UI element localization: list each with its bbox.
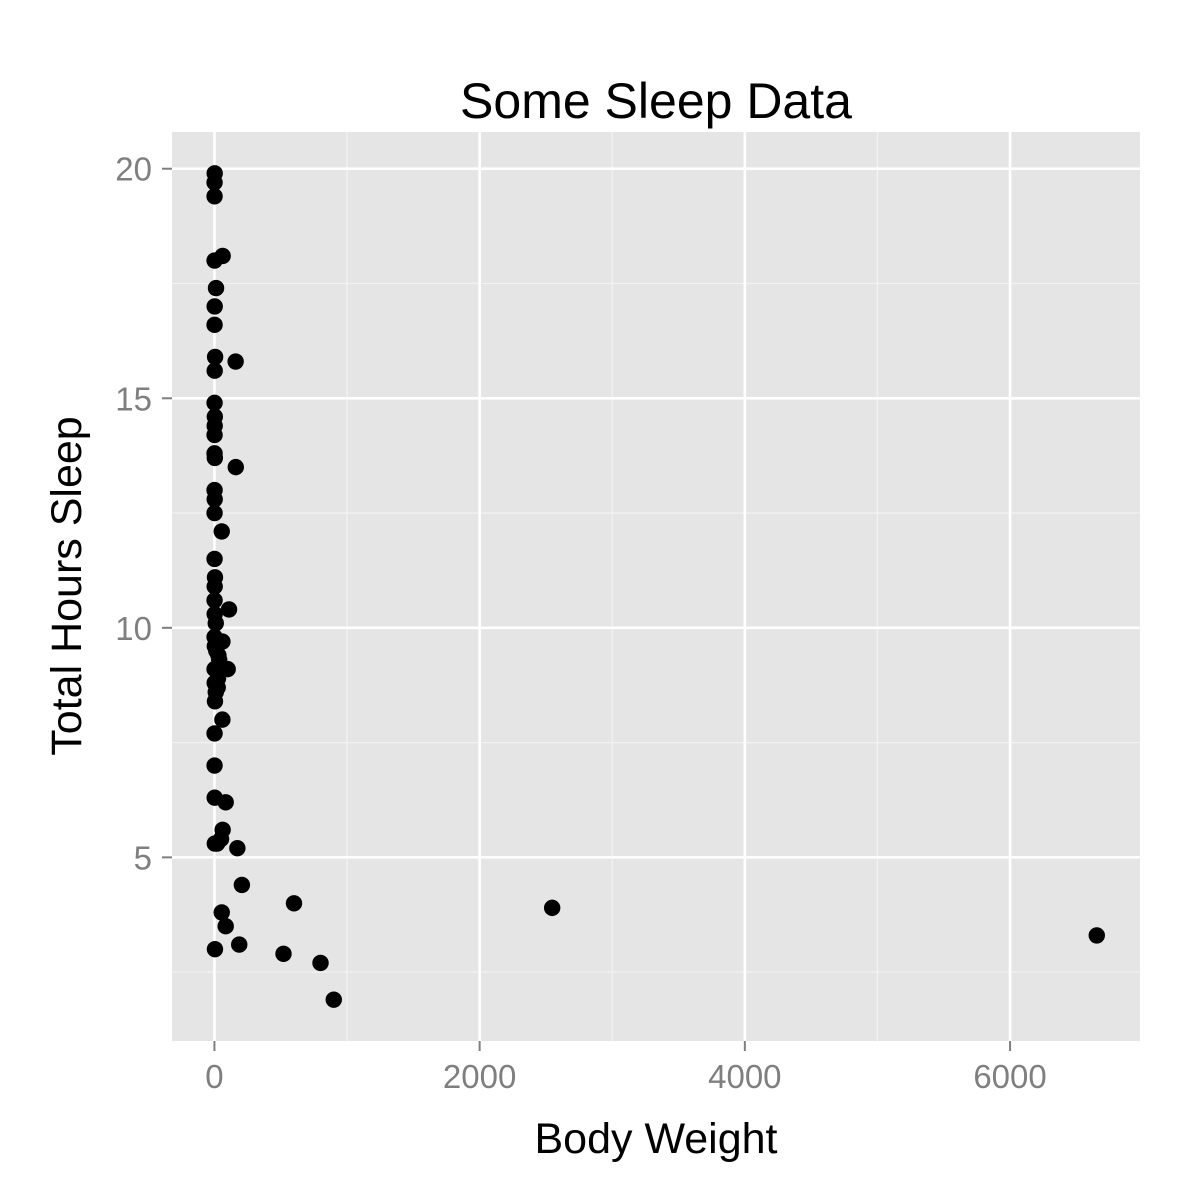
x-tick-label-2: 4000 (708, 1058, 781, 1095)
data-point-4 (285, 895, 303, 912)
data-point-19 (213, 523, 230, 540)
data-point-16 (214, 711, 231, 728)
data-point-57 (206, 693, 224, 710)
data-point-52 (207, 615, 224, 632)
data-point-17 (213, 904, 230, 921)
data-point-14 (217, 918, 234, 935)
data-point-27 (206, 940, 224, 958)
y-axis-ticks: 5 10 15 20 (115, 151, 172, 876)
data-point-60 (206, 789, 223, 806)
data-point-50 (206, 592, 223, 609)
x-tick-label-0: 0 (205, 1058, 223, 1095)
data-point-9 (227, 353, 244, 370)
data-point-31 (206, 188, 223, 205)
data-point-33 (207, 279, 225, 297)
data-point-62 (209, 679, 226, 696)
x-axis-title: Body Weight (534, 1115, 777, 1163)
data-point-59 (206, 757, 223, 774)
data-point-3 (312, 954, 329, 972)
data-point-35 (206, 316, 223, 334)
x-tick-label-3: 6000 (973, 1058, 1046, 1095)
data-point-10 (227, 458, 244, 476)
y-axis-title: Total Hours Sleep (43, 416, 91, 755)
y-tick-label-2: 15 (115, 380, 152, 417)
data-point-38 (206, 394, 223, 412)
data-point-49 (206, 578, 223, 595)
data-point-36 (206, 348, 224, 366)
y-tick-label-3: 20 (115, 151, 152, 188)
data-point-41 (206, 426, 223, 444)
data-point-47 (206, 550, 223, 568)
data-point-61 (210, 647, 227, 664)
data-point-12 (220, 601, 238, 618)
data-point-30 (206, 174, 223, 191)
data-point-28 (206, 835, 224, 852)
chart-title: Some Sleep Data (460, 73, 852, 129)
data-point-32 (206, 252, 223, 269)
data-point-5 (275, 945, 292, 962)
data-point-2 (325, 991, 342, 1008)
data-point-34 (206, 298, 223, 315)
data-point-45 (206, 491, 223, 508)
data-point-8 (229, 839, 246, 857)
minor-grid (172, 132, 1140, 1041)
y-tick-label-0: 5 (134, 839, 152, 876)
x-tick-label-1: 2000 (443, 1058, 516, 1095)
data-point-6 (233, 876, 251, 894)
data-point-7 (231, 936, 248, 953)
data-point-46 (206, 504, 223, 522)
data-point-37 (206, 362, 223, 379)
data-point-58 (206, 725, 223, 742)
x-axis-ticks: 0 2000 4000 6000 (205, 1041, 1047, 1095)
data-points (206, 165, 1105, 1008)
major-grid (172, 132, 1140, 1041)
data-point-1 (543, 899, 561, 917)
data-point-55 (206, 660, 223, 678)
data-point-0 (1088, 927, 1105, 944)
data-point-43 (206, 449, 224, 467)
plot-panel (172, 132, 1140, 1041)
y-tick-label-1: 10 (115, 610, 152, 647)
